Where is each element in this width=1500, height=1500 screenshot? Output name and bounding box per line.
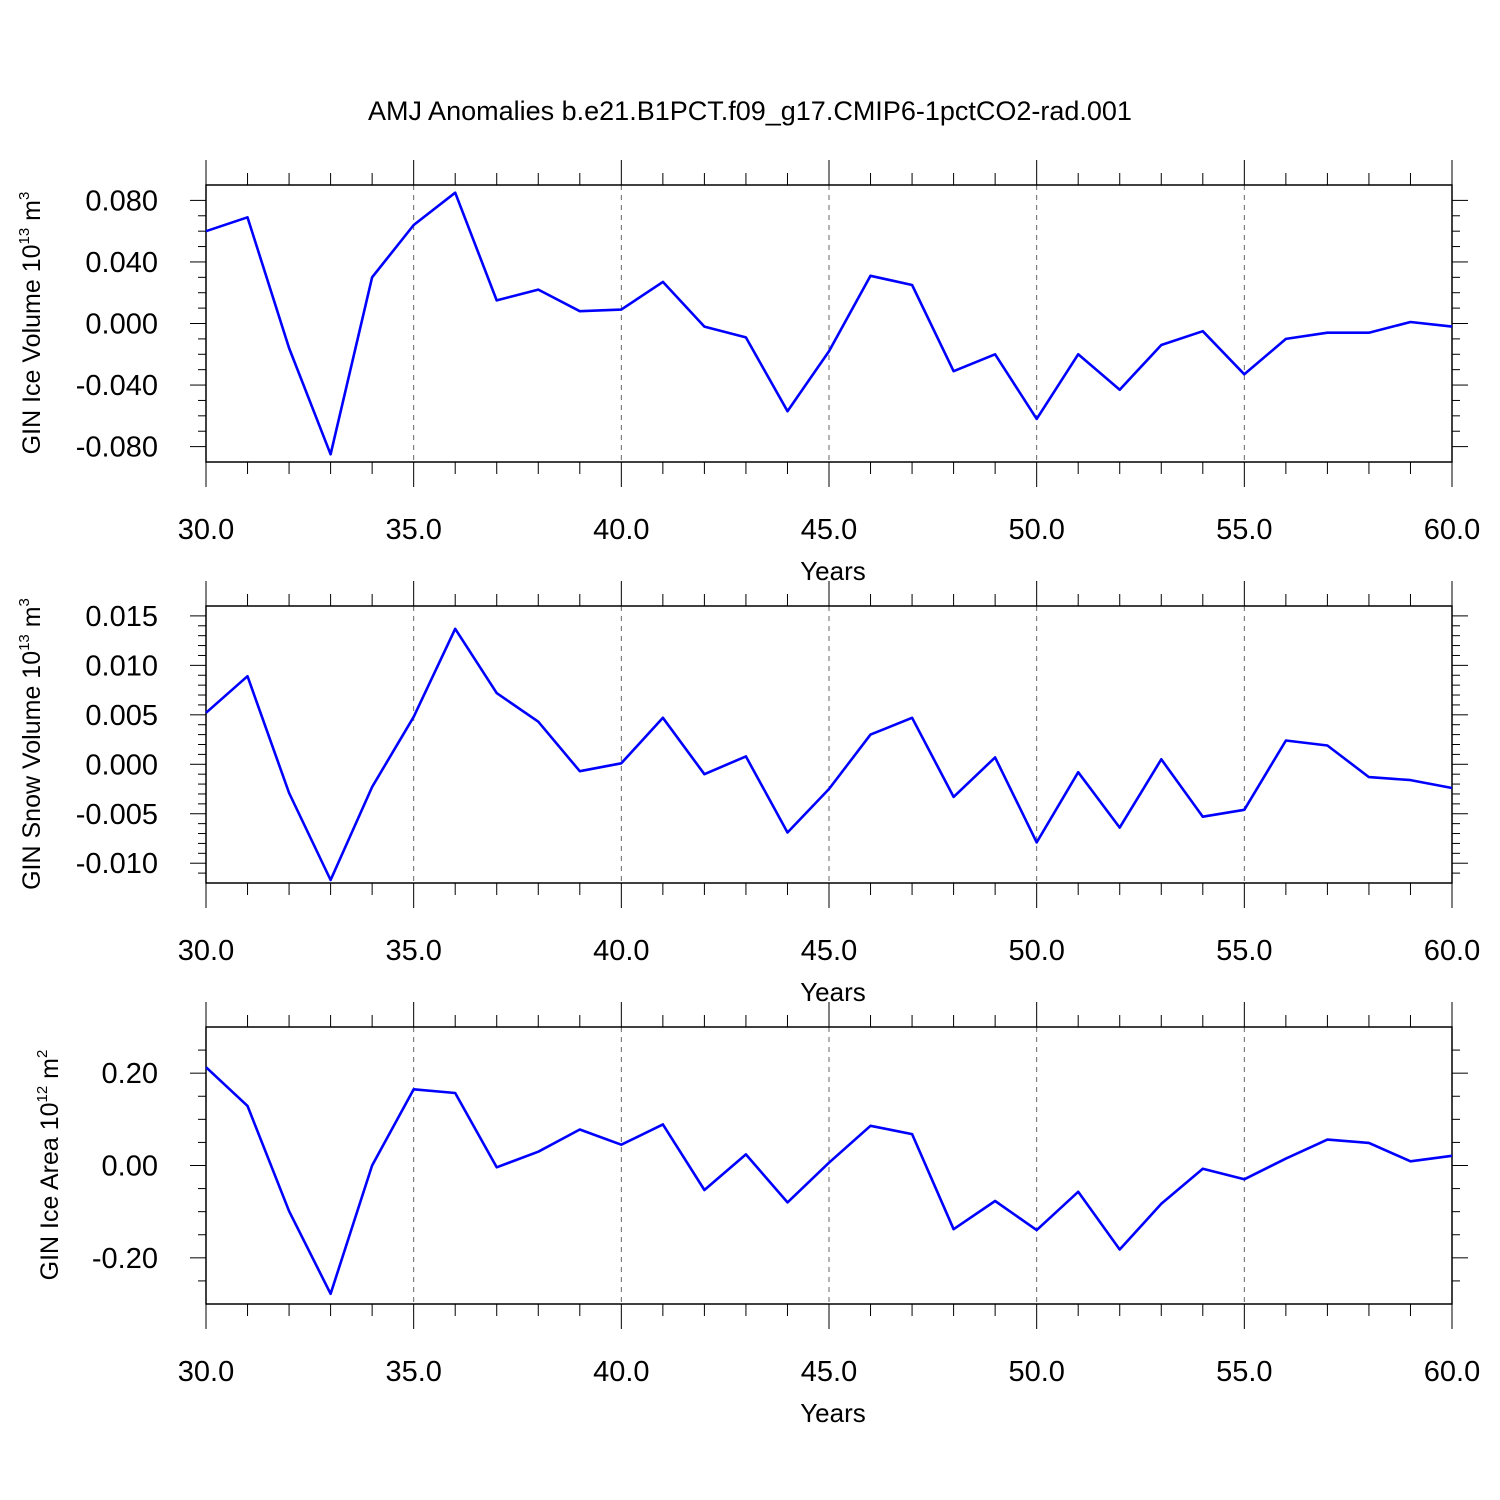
page-title: AMJ Anomalies b.e21.B1PCT.f09_g17.CMIP6-… — [368, 96, 1132, 126]
x-tick-label: 50.0 — [1008, 514, 1064, 546]
x-tick-label: 45.0 — [801, 935, 857, 967]
y-tick-label: -0.005 — [76, 799, 158, 831]
x-tick-label: 55.0 — [1216, 935, 1272, 967]
x-tick-label: 60.0 — [1424, 935, 1480, 967]
series-line — [205, 627, 1453, 882]
x-tick-label: 30.0 — [178, 935, 234, 967]
y-axis-label: GIN Ice Area 1012 m2 — [34, 1050, 64, 1281]
x-tick-label: 45.0 — [801, 1356, 857, 1388]
series-line — [205, 191, 1453, 456]
x-tick-label: 35.0 — [385, 935, 441, 967]
x-tick-label: 35.0 — [385, 1356, 441, 1388]
y-tick-label: 0.010 — [85, 650, 158, 682]
x-tick-label: 55.0 — [1216, 514, 1272, 546]
x-tick-label: 55.0 — [1216, 1356, 1272, 1388]
x-axis-label: Years — [800, 977, 866, 1007]
y-axis-label: GIN Snow Volume 1013 m3 — [16, 598, 46, 890]
x-tick-label: 30.0 — [178, 1356, 234, 1388]
y-tick-label: -0.20 — [92, 1243, 158, 1275]
x-axis-label: Years — [800, 1398, 866, 1428]
x-tick-label: 30.0 — [178, 514, 234, 546]
y-tick-label: 0.015 — [85, 601, 158, 633]
series-line — [205, 1066, 1453, 1296]
x-tick-label: 35.0 — [385, 514, 441, 546]
chart-panel-2: 0.015 0.010 0.005 0.000 -0.005 -0.010 30.0 35.0… — [16, 581, 1480, 1007]
x-tick-label: 40.0 — [593, 514, 649, 546]
y-tick-label: 0.20 — [102, 1058, 158, 1090]
x-tick-label: 45.0 — [801, 514, 857, 546]
x-tick-label: 60.0 — [1424, 514, 1480, 546]
y-tick-label: 0.005 — [85, 700, 158, 732]
y-tick-label: 0.000 — [85, 309, 158, 341]
x-tick-label: 40.0 — [593, 935, 649, 967]
y-tick-label: 0.040 — [85, 247, 158, 279]
x-tick-label: 50.0 — [1008, 935, 1064, 967]
y-tick-label: 0.00 — [102, 1151, 158, 1183]
y-tick-label: 0.000 — [85, 749, 158, 781]
x-tick-label: 40.0 — [593, 1356, 649, 1388]
x-tick-label: 60.0 — [1424, 1356, 1480, 1388]
x-tick-label: 50.0 — [1008, 1356, 1064, 1388]
y-tick-label: 0.080 — [85, 185, 158, 217]
y-tick-label: -0.010 — [76, 848, 158, 880]
y-tick-label: -0.080 — [76, 432, 158, 464]
chart-panel-3: 0.20 0.00 -0.20 30.0 35.0 40.0 45.0 50.0 55.0 60.… — [34, 1002, 1480, 1428]
y-tick-label: -0.040 — [76, 370, 158, 402]
y-axis-label: GIN Ice Volume 1013 m3 — [16, 192, 46, 455]
chart-panel-1: 0.080 0.040 0.000 -0.040 -0.080 30.0 35.0 40.0 4… — [16, 160, 1480, 586]
x-axis-label: Years — [800, 556, 866, 586]
